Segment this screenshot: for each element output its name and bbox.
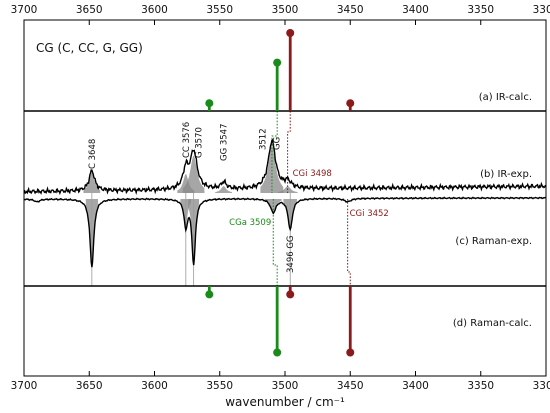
peak-fill [215,186,233,193]
panel-label-a: (a) IR-calc. [479,92,532,103]
panel-label-d: (d) Raman-calc. [453,318,532,329]
annotation: 3512 [258,128,268,150]
x-tick-label-top: 3550 [206,4,233,16]
chart-title: CG (C, CC, G, GG) [36,41,143,55]
panel-label-b: (b) IR-exp. [480,169,532,180]
x-tick-label-bottom: 3650 [76,380,103,392]
baseline-layer [24,110,546,287]
x-tick-label-top: 3450 [337,4,364,16]
x-tick-label-top: 3300 [533,4,550,16]
x-tick-label-bottom: 3300 [533,380,550,392]
x-tick-label-bottom: 3450 [337,380,364,392]
x-tick-label-bottom: 3400 [402,380,429,392]
spectrum-c [23,196,547,268]
fill-layer [83,145,298,267]
annotation: CGi 3452 [350,209,389,219]
guide-layer [91,111,351,286]
x-tick-label-top: 3400 [402,4,429,16]
annotation: CGi 3498 [293,169,332,179]
annotation: CC 3576 [182,122,192,158]
stick-marker-d [273,348,282,357]
x-tick-label-bottom: 3700 [11,380,38,392]
annotation: 3496 GG [286,235,296,273]
green-connector-top [271,111,278,193]
x-tick-label-top: 3350 [467,4,494,16]
panel-label-c: (c) Raman-exp. [455,236,532,247]
stick-marker-a [205,99,214,108]
stick-marker-a [273,58,282,67]
peak-fill [260,145,284,193]
red-connector-bottom [347,199,351,286]
spectrum-b [23,138,547,196]
x-tick-label-bottom: 3550 [206,380,233,392]
stick-marker-d [205,290,214,299]
x-tick-label-top: 3500 [272,4,299,16]
x-axis-title: wavenumber / cm⁻¹ [225,395,345,409]
x-tick-label-top: 3650 [76,4,103,16]
annotation: GG [272,137,282,150]
ticks-layer: 3700 3700 3650 3650 3600 3600 3550 3550 3500 3500… [11,4,550,392]
annotation: G 3570 [195,127,205,158]
red-connector-top [287,111,291,193]
x-tick-label-top: 3700 [11,4,38,16]
x-tick-label-bottom: 3500 [272,380,299,392]
x-tick-label-top: 3600 [141,4,168,16]
stick-layer [205,29,355,357]
stick-marker-a [346,99,355,108]
stick-marker-d [286,290,295,299]
annotation: CGa 3509 [229,218,271,228]
stick-marker-a [286,29,295,37]
spectra-layer [23,138,547,268]
annotation: GG 3547 [220,123,230,161]
green-connector-bottom [272,199,278,286]
x-tick-label-bottom: 3600 [141,380,168,392]
stick-marker-d [346,348,355,357]
label-layer: (a) IR-calc. (b) IR-exp. (c) Raman-exp. (d)… [88,92,532,329]
peak-fill [83,172,101,193]
x-tick-label-bottom: 3350 [467,380,494,392]
annotation: C 3648 [88,139,98,169]
peak-fill [182,155,205,193]
